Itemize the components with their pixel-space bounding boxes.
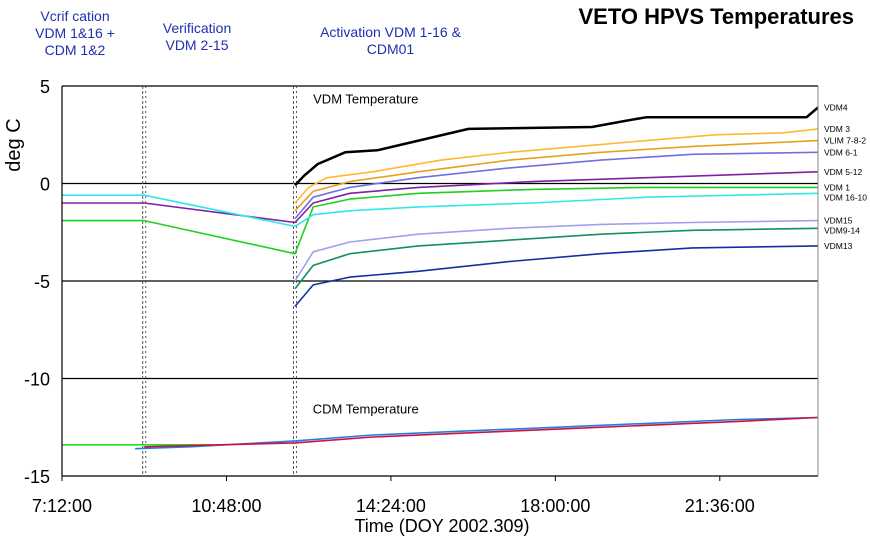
phase-annotation-2: Verification VDM 2-15 — [142, 20, 252, 54]
axes: 5 0 -5 -10 -15 7:12:00 10:48:00 14:24:00 18:00:0… — [24, 77, 819, 516]
phase-annotation-line: Vcrif cation — [40, 8, 110, 24]
chart-title: VETO HPVS Temperatures — [578, 4, 854, 29]
y-tick-label: 5 — [40, 77, 50, 97]
grid — [62, 85, 818, 477]
x-tick-label: 18:00:00 — [520, 496, 590, 516]
vdm-plot-label: VDM Temperature — [313, 92, 418, 107]
series-line-1 — [294, 128, 819, 204]
series-label: VLIM 7-8-2 — [824, 136, 866, 146]
series-line-6 — [62, 192, 819, 228]
series-label: VDM 3 — [824, 124, 850, 134]
y-axis-label: deg C — [3, 118, 25, 171]
x-tick-label: 10:48:00 — [191, 496, 261, 516]
x-tick-label: 21:36:00 — [685, 496, 755, 516]
phase-annotation-1: Vcrif cation VDM 1&16 + CDM 1&2 — [20, 8, 130, 59]
series-label: VDM 6-1 — [824, 147, 858, 157]
cdm-plot-label: CDM Temperature — [313, 402, 419, 417]
plot-series — [62, 106, 819, 450]
series-label: VDM15 — [824, 216, 853, 226]
series-label: VDM4 — [824, 102, 848, 112]
y-tick-label: -15 — [24, 467, 50, 487]
x-axis-label: Time (DOY 2002.309) — [354, 516, 529, 536]
series-line-8 — [294, 227, 819, 290]
series-line-7 — [294, 219, 819, 282]
series-line-4 — [62, 171, 819, 224]
y-tick-label: 0 — [40, 175, 50, 195]
series-line-9 — [294, 245, 819, 307]
series-line-3 — [294, 151, 819, 220]
phase-annotation-line: Verification — [162, 20, 232, 36]
series-line-12 — [144, 416, 819, 448]
series-label: VDM 16-10 — [824, 192, 867, 202]
series-line-5 — [62, 186, 818, 255]
phase-annotation-line: CDM 1&2 — [44, 42, 106, 58]
series-label: VDM9-14 — [824, 226, 860, 236]
series-line-2 — [294, 139, 819, 212]
series-label: VDM 1 — [824, 182, 850, 192]
phase-annotation-3: Activation VDM 1-16 & CDM01 — [298, 24, 483, 58]
series-line-0 — [294, 106, 819, 187]
y-tick-label: -5 — [34, 272, 50, 292]
phase-markers — [142, 86, 297, 476]
phase-annotation-line: VDM 1&16 + — [35, 25, 115, 41]
phase-annotation-line: VDM 2-15 — [165, 37, 229, 53]
x-tick-label: 7:12:00 — [32, 496, 92, 516]
series-label: VDM13 — [824, 241, 853, 251]
x-tick-label: 14:24:00 — [356, 496, 426, 516]
series-label: VDM 5-12 — [824, 167, 863, 177]
phase-annotation-line: CDM01 — [366, 41, 415, 57]
y-tick-label: -10 — [24, 370, 50, 390]
phase-annotation-line: Activation VDM 1-16 & — [320, 24, 461, 40]
